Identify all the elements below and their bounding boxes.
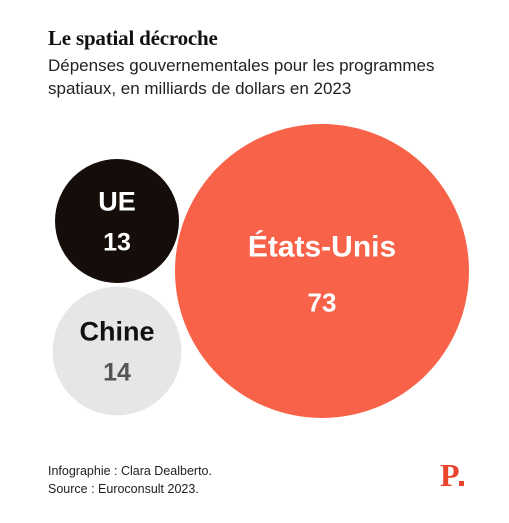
source-text: Source : Euroconsult 2023. xyxy=(48,482,199,496)
bubble-value: 14 xyxy=(103,358,131,386)
logo-letter: P xyxy=(440,458,460,493)
footer: Infographie : Clara Dealberto. Source : … xyxy=(48,462,212,498)
bubble-value: 13 xyxy=(103,228,131,256)
publisher-logo: P xyxy=(440,458,464,493)
bubble-label: Chine xyxy=(79,317,154,347)
chart-subtitle: Dépenses gouvernementales pour les progr… xyxy=(48,56,435,98)
credit-text: Infographie : Clara Dealberto. xyxy=(48,464,212,478)
bubble-label: UE xyxy=(98,187,136,217)
bubble-value: 73 xyxy=(308,287,337,317)
logo-dot xyxy=(459,481,464,486)
bubble-circle xyxy=(55,159,179,283)
bubble-2: UE 13 xyxy=(55,159,179,283)
bubble-circle xyxy=(52,286,182,416)
bubble-1: États-Unis 73 xyxy=(175,124,469,418)
bubble-circle xyxy=(175,124,469,418)
chart-title: Le spatial décroche xyxy=(48,26,218,50)
bubble-3: Chine 14 xyxy=(52,286,182,416)
bubble-label: États-Unis xyxy=(248,230,396,264)
